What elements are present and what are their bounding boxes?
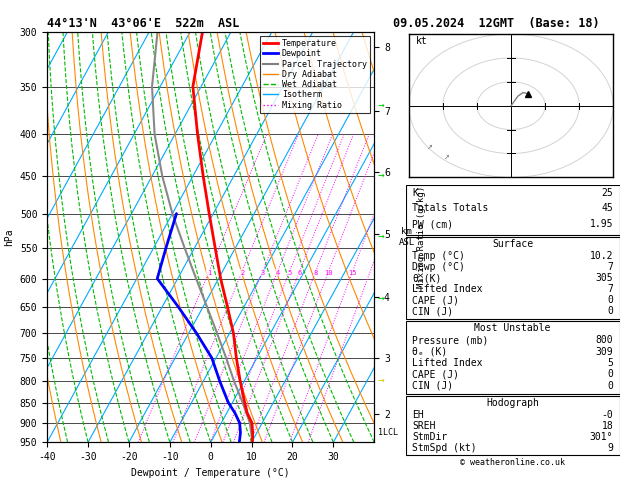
Text: 305: 305 (596, 273, 613, 283)
Text: StmSpd (kt): StmSpd (kt) (412, 443, 477, 452)
Text: 18: 18 (601, 421, 613, 431)
Text: PW (cm): PW (cm) (412, 219, 454, 229)
Text: 1: 1 (207, 270, 211, 276)
Text: 15: 15 (348, 270, 357, 276)
Text: 09.05.2024  12GMT  (Base: 18): 09.05.2024 12GMT (Base: 18) (393, 17, 599, 30)
Bar (406, 185, 620, 235)
Text: 0: 0 (607, 381, 613, 391)
Text: 7: 7 (607, 262, 613, 272)
Text: 301°: 301° (589, 432, 613, 442)
Text: 309: 309 (596, 347, 613, 357)
Text: 1LCL: 1LCL (379, 428, 398, 437)
Text: -0: -0 (601, 410, 613, 420)
X-axis label: Dewpoint / Temperature (°C): Dewpoint / Temperature (°C) (131, 468, 290, 478)
Text: ↗: ↗ (426, 141, 431, 151)
Bar (406, 321, 620, 394)
Text: →: → (377, 170, 384, 180)
Text: 5: 5 (607, 358, 613, 368)
Text: →: → (377, 376, 384, 386)
Text: →: → (377, 232, 384, 242)
Text: 6: 6 (298, 270, 302, 276)
Text: 9: 9 (607, 443, 613, 452)
Text: 3: 3 (260, 270, 265, 276)
Text: ↗: ↗ (443, 150, 449, 160)
Text: Lifted Index: Lifted Index (412, 284, 482, 294)
Text: kt: kt (416, 35, 428, 46)
Text: 2: 2 (240, 270, 244, 276)
Text: EH: EH (412, 410, 424, 420)
Text: 5: 5 (287, 270, 292, 276)
Text: 0: 0 (607, 306, 613, 316)
Text: Most Unstable: Most Unstable (474, 323, 551, 333)
Text: CAPE (J): CAPE (J) (412, 295, 459, 305)
Text: 44°13'N  43°06'E  522m  ASL: 44°13'N 43°06'E 522m ASL (47, 17, 240, 30)
Text: © weatheronline.co.uk: © weatheronline.co.uk (460, 458, 565, 467)
Y-axis label: hPa: hPa (4, 228, 14, 246)
Bar (406, 237, 620, 319)
Text: Hodograph: Hodograph (486, 398, 539, 408)
Text: CIN (J): CIN (J) (412, 381, 454, 391)
Text: Lifted Index: Lifted Index (412, 358, 482, 368)
Text: StmDir: StmDir (412, 432, 447, 442)
Text: 45: 45 (601, 203, 613, 213)
Bar (406, 396, 620, 455)
Text: 800: 800 (596, 335, 613, 345)
Text: K: K (412, 188, 418, 198)
Text: CIN (J): CIN (J) (412, 306, 454, 316)
Text: 1.95: 1.95 (589, 219, 613, 229)
Text: 0: 0 (607, 295, 613, 305)
Text: →: → (377, 294, 384, 304)
Text: 10.2: 10.2 (589, 251, 613, 261)
Text: →: → (377, 101, 384, 110)
Y-axis label: km
ASL: km ASL (398, 227, 415, 246)
Text: 0: 0 (607, 369, 613, 380)
Text: Totals Totals: Totals Totals (412, 203, 489, 213)
Text: Temp (°C): Temp (°C) (412, 251, 465, 261)
Legend: Temperature, Dewpoint, Parcel Trajectory, Dry Adiabat, Wet Adiabat, Isotherm, Mi: Temperature, Dewpoint, Parcel Trajectory… (260, 36, 370, 113)
Text: Dewp (°C): Dewp (°C) (412, 262, 465, 272)
Text: 25: 25 (601, 188, 613, 198)
Text: θₑ(K): θₑ(K) (412, 273, 442, 283)
Text: Mixing Ratio (g/kg): Mixing Ratio (g/kg) (417, 186, 426, 288)
Text: 4: 4 (276, 270, 280, 276)
Text: Pressure (mb): Pressure (mb) (412, 335, 489, 345)
Text: 7: 7 (607, 284, 613, 294)
Text: Surface: Surface (492, 239, 533, 249)
Text: CAPE (J): CAPE (J) (412, 369, 459, 380)
Text: 8: 8 (314, 270, 318, 276)
Text: SREH: SREH (412, 421, 436, 431)
Text: θₑ (K): θₑ (K) (412, 347, 447, 357)
Text: 10: 10 (325, 270, 333, 276)
